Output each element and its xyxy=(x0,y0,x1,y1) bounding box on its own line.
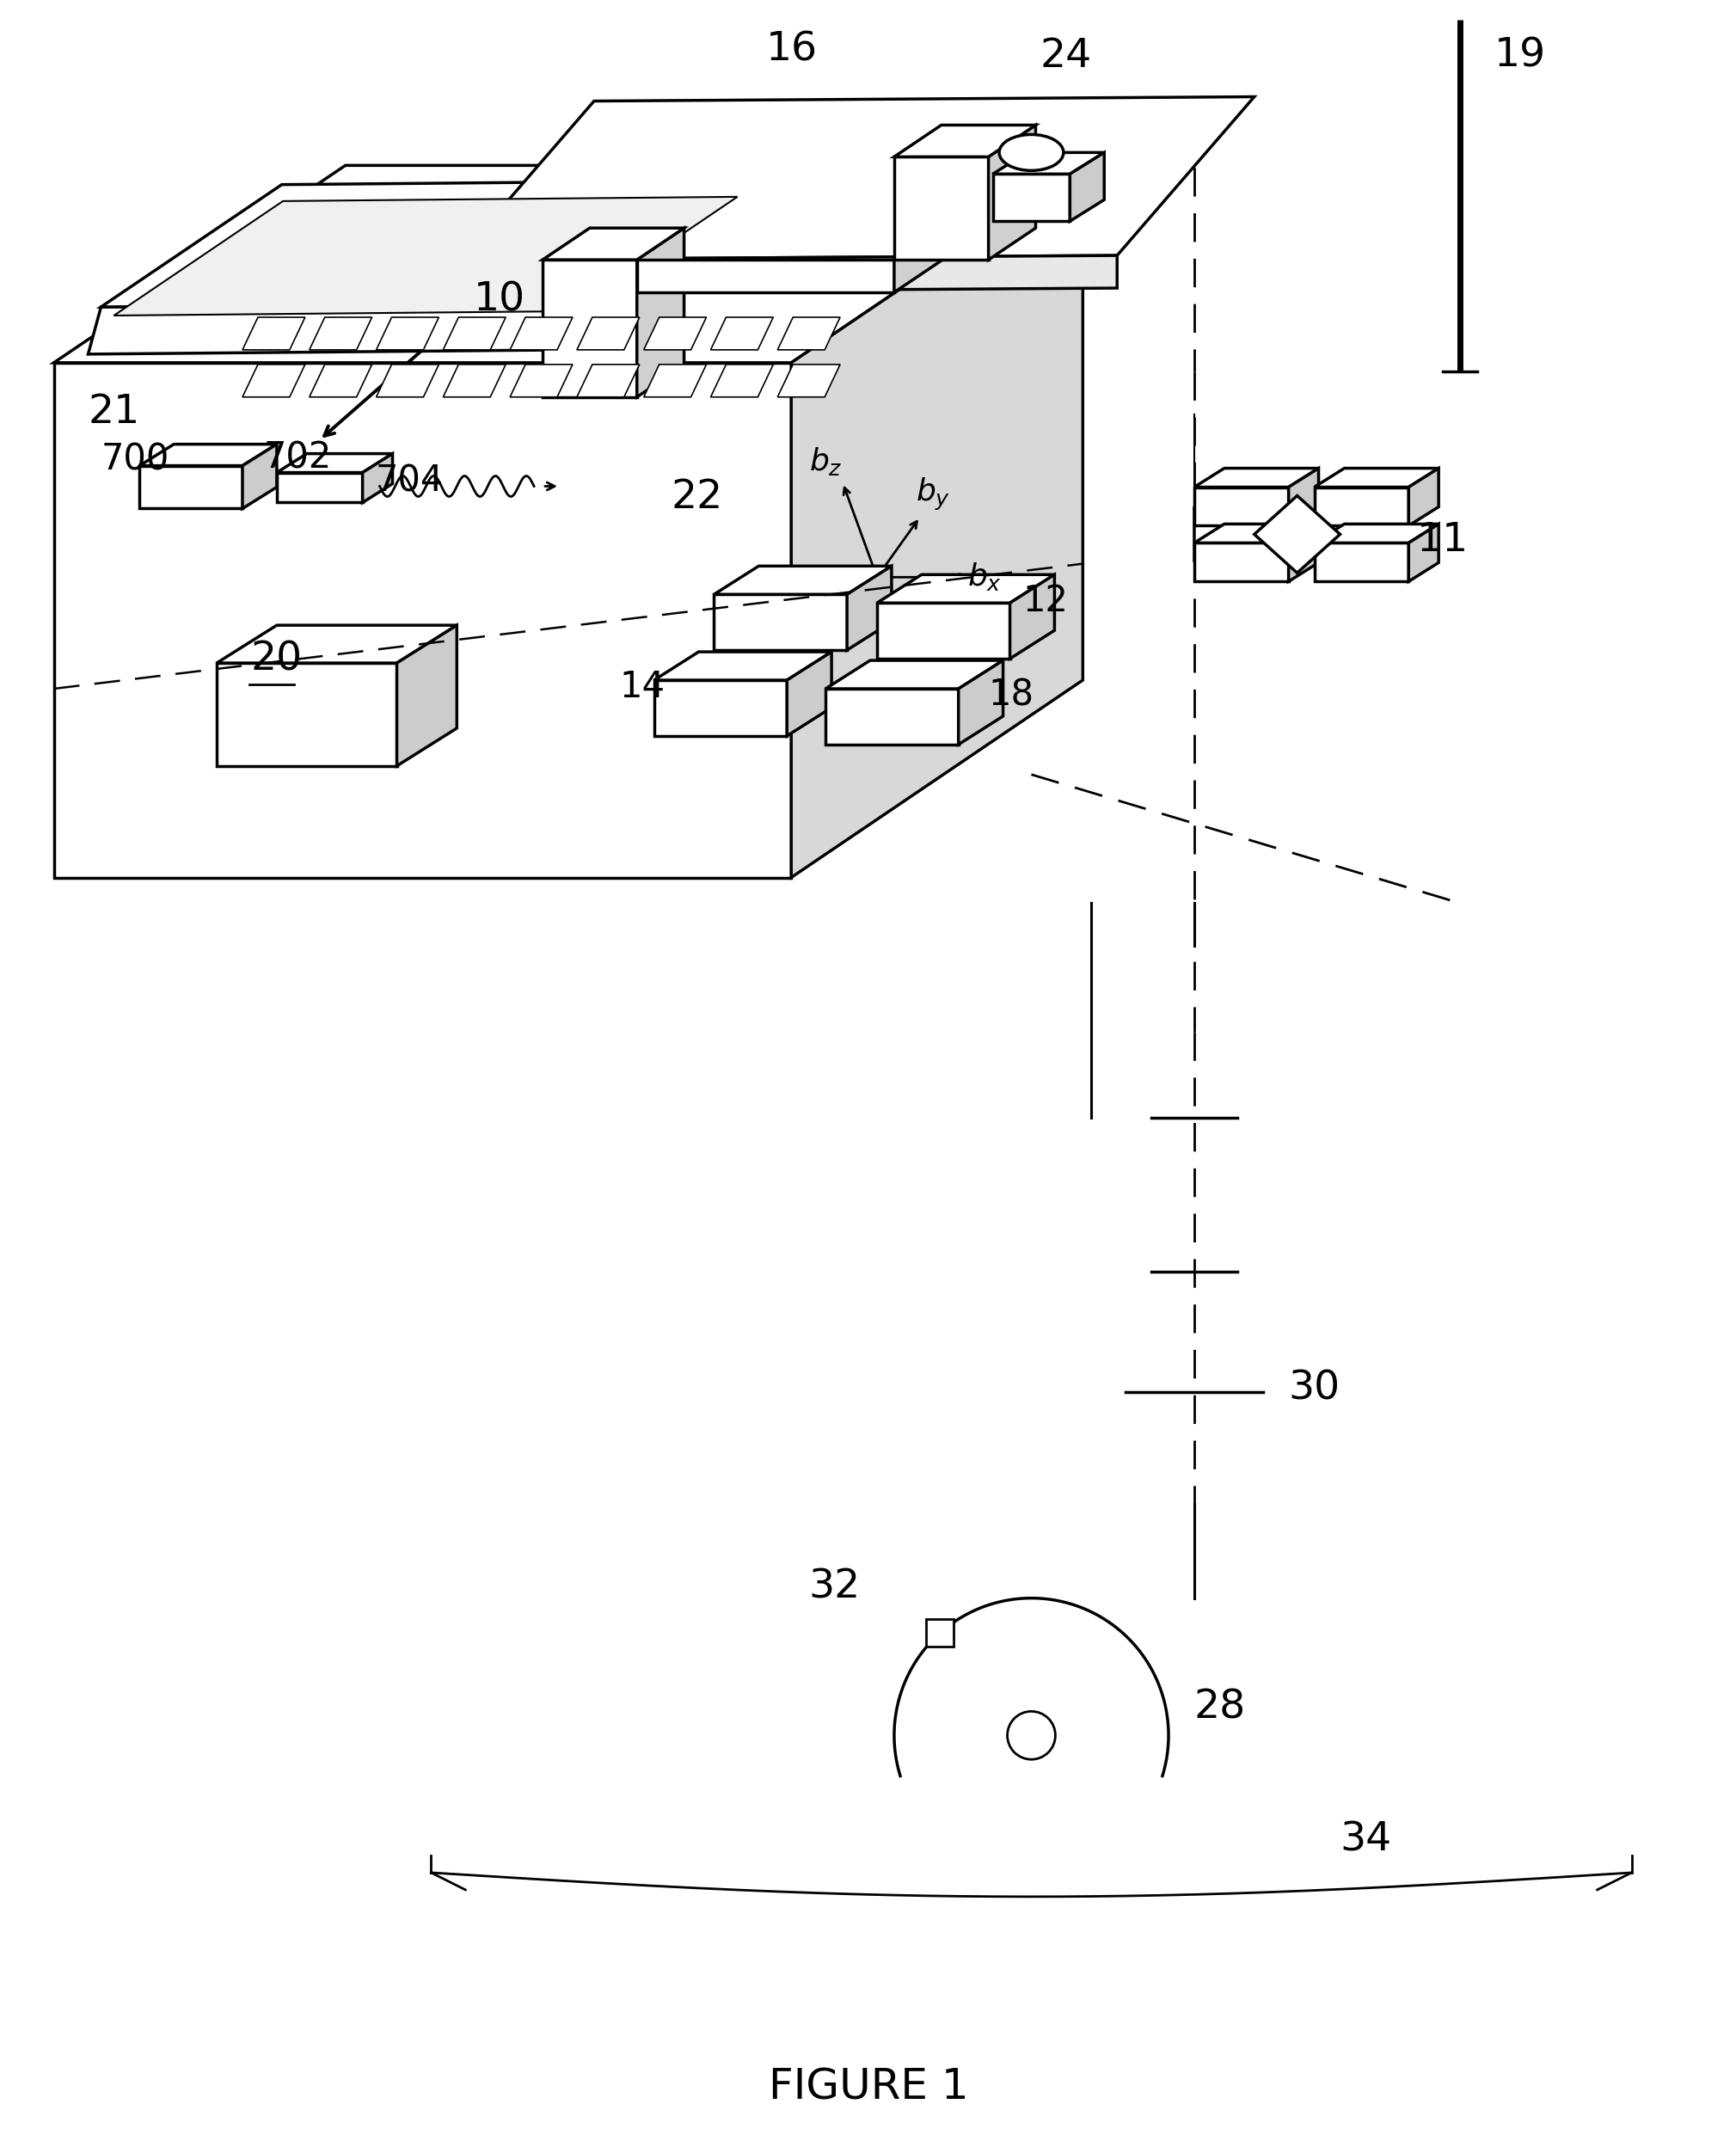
Text: 19: 19 xyxy=(1495,37,1547,75)
Polygon shape xyxy=(443,364,505,396)
Polygon shape xyxy=(576,364,639,396)
Polygon shape xyxy=(988,125,1036,261)
Text: 18: 18 xyxy=(988,678,1035,713)
Polygon shape xyxy=(877,603,1010,659)
Polygon shape xyxy=(276,472,363,502)
Polygon shape xyxy=(398,624,457,766)
Polygon shape xyxy=(710,316,773,349)
Polygon shape xyxy=(778,364,840,396)
Text: 702: 702 xyxy=(264,439,332,476)
Text: 700: 700 xyxy=(101,441,168,478)
Polygon shape xyxy=(792,166,1083,878)
Polygon shape xyxy=(54,166,1083,362)
Polygon shape xyxy=(1340,508,1399,560)
Polygon shape xyxy=(243,364,306,396)
Polygon shape xyxy=(1314,543,1408,581)
Text: 34: 34 xyxy=(1340,1821,1392,1860)
Polygon shape xyxy=(713,566,892,594)
Polygon shape xyxy=(847,566,892,650)
Polygon shape xyxy=(993,174,1069,222)
Text: 30: 30 xyxy=(1288,1369,1340,1408)
Polygon shape xyxy=(1194,543,1288,581)
Polygon shape xyxy=(363,454,392,502)
Ellipse shape xyxy=(1000,133,1064,170)
Polygon shape xyxy=(543,261,637,396)
Circle shape xyxy=(1007,1712,1055,1759)
Polygon shape xyxy=(894,125,1036,157)
Polygon shape xyxy=(54,362,792,878)
Text: 28: 28 xyxy=(1194,1688,1246,1727)
Polygon shape xyxy=(457,97,1255,261)
Polygon shape xyxy=(1408,523,1439,581)
Text: 704: 704 xyxy=(375,463,444,499)
Polygon shape xyxy=(243,316,306,349)
Polygon shape xyxy=(139,465,243,508)
Polygon shape xyxy=(276,454,392,472)
Polygon shape xyxy=(1288,467,1319,525)
Text: 32: 32 xyxy=(809,1567,861,1606)
Text: 11: 11 xyxy=(1417,521,1469,560)
Polygon shape xyxy=(309,364,372,396)
Polygon shape xyxy=(457,256,1116,293)
Text: 21: 21 xyxy=(89,392,141,431)
Polygon shape xyxy=(115,196,738,316)
Polygon shape xyxy=(1314,467,1439,487)
Polygon shape xyxy=(654,680,786,736)
Text: 20: 20 xyxy=(252,639,302,678)
Text: 14: 14 xyxy=(620,670,665,704)
Polygon shape xyxy=(654,652,832,680)
Polygon shape xyxy=(826,689,958,745)
Polygon shape xyxy=(139,444,276,465)
Polygon shape xyxy=(644,364,707,396)
Polygon shape xyxy=(1408,467,1439,525)
Text: $b_y$: $b_y$ xyxy=(915,476,950,512)
Polygon shape xyxy=(217,663,398,766)
Polygon shape xyxy=(1314,523,1439,543)
Polygon shape xyxy=(1010,575,1054,659)
Polygon shape xyxy=(894,228,941,293)
Polygon shape xyxy=(543,228,684,261)
Polygon shape xyxy=(217,624,457,663)
Polygon shape xyxy=(713,594,847,650)
Polygon shape xyxy=(1255,495,1340,573)
Polygon shape xyxy=(243,444,276,508)
Polygon shape xyxy=(1194,523,1319,543)
Text: 10: 10 xyxy=(474,282,526,321)
Text: $b_z$: $b_z$ xyxy=(809,446,842,476)
Polygon shape xyxy=(576,316,639,349)
Polygon shape xyxy=(89,304,582,353)
Polygon shape xyxy=(443,316,505,349)
Polygon shape xyxy=(377,316,439,349)
Polygon shape xyxy=(1194,508,1255,560)
Polygon shape xyxy=(826,661,1003,689)
Polygon shape xyxy=(1288,523,1319,581)
Polygon shape xyxy=(637,261,894,293)
Polygon shape xyxy=(1069,153,1104,222)
Polygon shape xyxy=(309,316,372,349)
Polygon shape xyxy=(894,157,988,261)
Polygon shape xyxy=(993,153,1104,174)
Polygon shape xyxy=(377,364,439,396)
Polygon shape xyxy=(786,652,832,736)
Text: 16: 16 xyxy=(766,30,818,69)
Polygon shape xyxy=(1194,467,1319,487)
Polygon shape xyxy=(877,575,1054,603)
Text: FIGURE 1: FIGURE 1 xyxy=(769,2067,969,2108)
Text: 22: 22 xyxy=(672,478,722,517)
Polygon shape xyxy=(710,364,773,396)
Polygon shape xyxy=(958,661,1003,745)
Polygon shape xyxy=(510,364,573,396)
Polygon shape xyxy=(1194,487,1288,525)
Polygon shape xyxy=(510,316,573,349)
Polygon shape xyxy=(778,316,840,349)
Bar xyxy=(927,1619,953,1647)
Polygon shape xyxy=(1314,487,1408,525)
Polygon shape xyxy=(644,316,707,349)
Text: $b_x$: $b_x$ xyxy=(967,560,1002,592)
Polygon shape xyxy=(637,228,684,396)
Text: 12: 12 xyxy=(1023,583,1068,620)
Text: 24: 24 xyxy=(1040,37,1092,75)
Polygon shape xyxy=(101,181,762,308)
